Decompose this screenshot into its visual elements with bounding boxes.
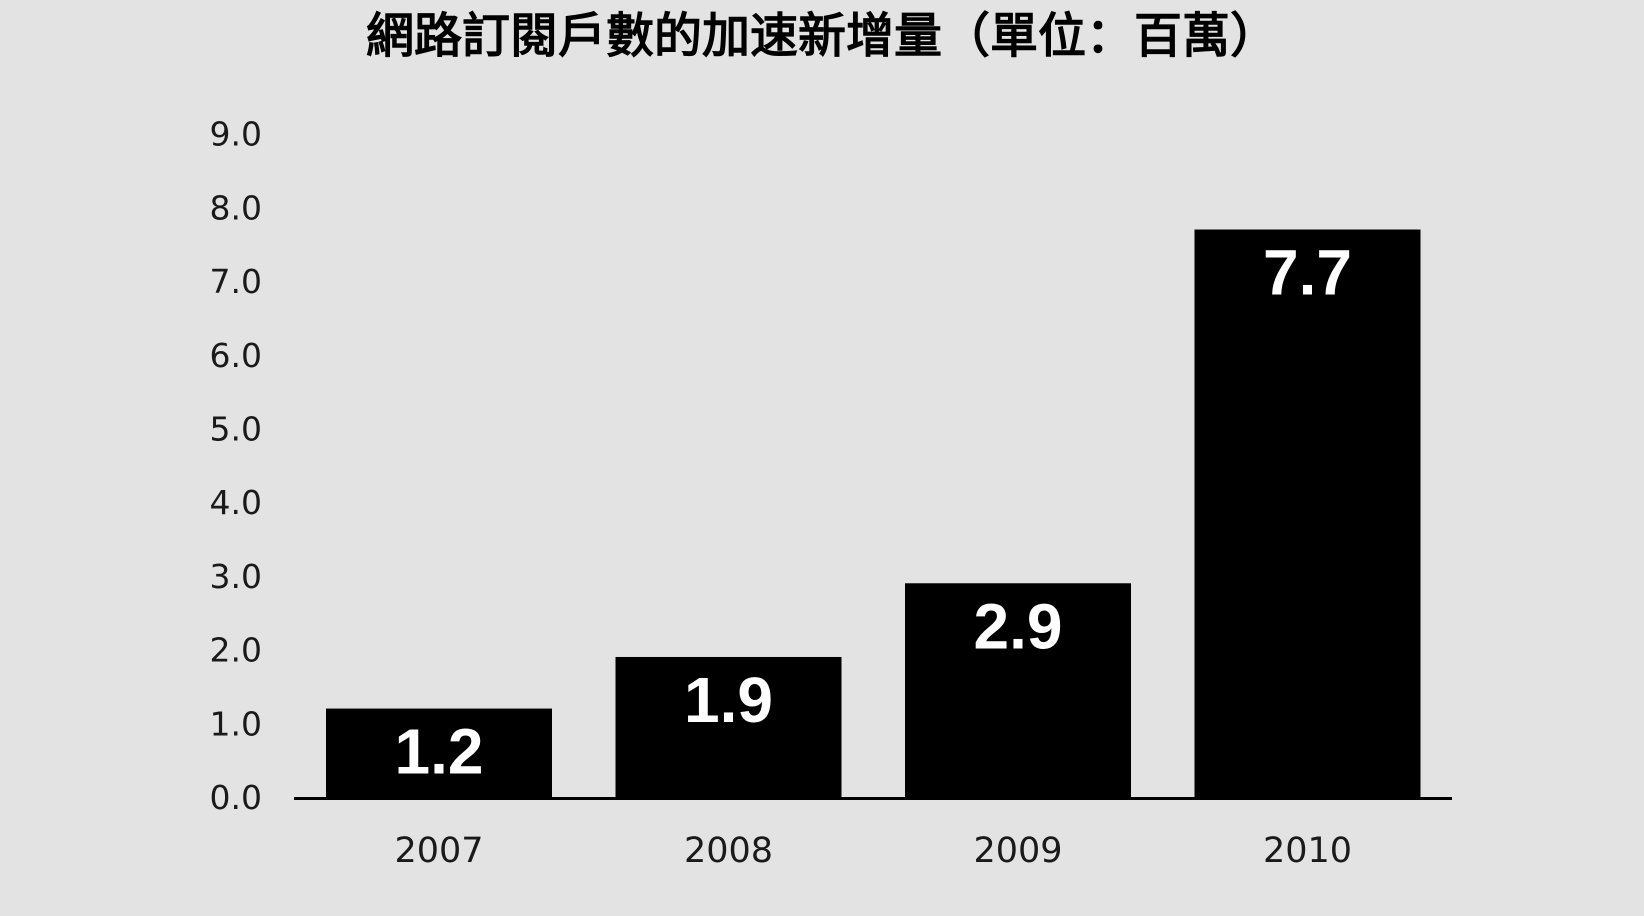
y-tick-label: 3.0 bbox=[210, 557, 262, 596]
bars bbox=[326, 229, 1421, 797]
bar-2010 bbox=[1194, 229, 1421, 797]
y-tick-label: 1.0 bbox=[210, 704, 262, 743]
y-tick-label: 2.0 bbox=[210, 631, 262, 670]
x-axis-ticks: 2007 2008 2009 2010 bbox=[394, 831, 1352, 871]
y-tick-label: 0.0 bbox=[210, 778, 262, 817]
bar-value-label: 7.7 bbox=[1263, 237, 1352, 309]
bar-value-label: 1.2 bbox=[395, 716, 484, 788]
y-tick-label: 4.0 bbox=[210, 483, 262, 522]
bar-labels: 1.2 1.9 2.9 7.7 bbox=[395, 237, 1352, 788]
y-tick-label: 7.0 bbox=[210, 262, 262, 301]
y-tick-label: 5.0 bbox=[210, 410, 262, 449]
y-axis-ticks: 0.0 1.0 2.0 3.0 4.0 5.0 6.0 7.0 8.0 9.0 bbox=[210, 115, 262, 817]
bar-2009 bbox=[905, 583, 1131, 797]
y-tick-label: 9.0 bbox=[210, 115, 262, 154]
chart-title: 網路訂閱戶數的加速新增量（單位：百萬） bbox=[366, 8, 1278, 64]
y-tick-label: 6.0 bbox=[210, 336, 262, 375]
bar-value-label: 2.9 bbox=[974, 590, 1063, 662]
bar-2007 bbox=[326, 708, 552, 797]
x-tick-label: 2010 bbox=[1263, 831, 1352, 871]
bar-2008 bbox=[615, 656, 842, 797]
bar-value-label: 1.9 bbox=[684, 664, 773, 736]
x-tick-label: 2007 bbox=[394, 831, 483, 871]
y-tick-label: 8.0 bbox=[210, 188, 262, 227]
x-tick-label: 2009 bbox=[973, 831, 1062, 871]
x-tick-label: 2008 bbox=[684, 831, 773, 871]
